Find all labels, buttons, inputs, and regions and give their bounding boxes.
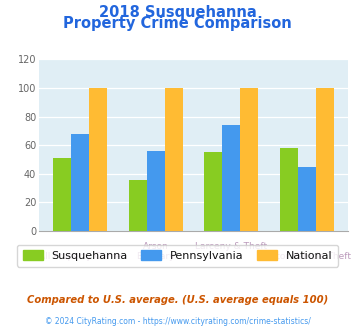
Text: Property Crime Comparison: Property Crime Comparison xyxy=(63,16,292,31)
Bar xyxy=(89,88,108,231)
Text: © 2024 CityRating.com - https://www.cityrating.com/crime-statistics/: © 2024 CityRating.com - https://www.city… xyxy=(45,317,310,326)
Text: Motor Vehicle Theft: Motor Vehicle Theft xyxy=(263,252,351,261)
Text: Burglary: Burglary xyxy=(136,252,175,261)
Bar xyxy=(71,134,89,231)
Bar xyxy=(297,167,316,231)
Bar xyxy=(316,88,334,231)
Bar xyxy=(53,158,71,231)
Text: All Property Crime: All Property Crime xyxy=(39,252,121,261)
Text: Larceny & Theft: Larceny & Theft xyxy=(195,243,267,251)
Bar xyxy=(240,88,258,231)
Text: Arson: Arson xyxy=(143,243,169,251)
Bar xyxy=(147,151,165,231)
Text: Compared to U.S. average. (U.S. average equals 100): Compared to U.S. average. (U.S. average … xyxy=(27,295,328,305)
Text: 2018 Susquehanna: 2018 Susquehanna xyxy=(99,5,256,20)
Legend: Susquehanna, Pennsylvania, National: Susquehanna, Pennsylvania, National xyxy=(17,245,338,267)
Bar xyxy=(204,152,222,231)
Bar xyxy=(222,125,240,231)
Bar xyxy=(129,180,147,231)
Bar xyxy=(165,88,183,231)
Bar xyxy=(279,148,297,231)
